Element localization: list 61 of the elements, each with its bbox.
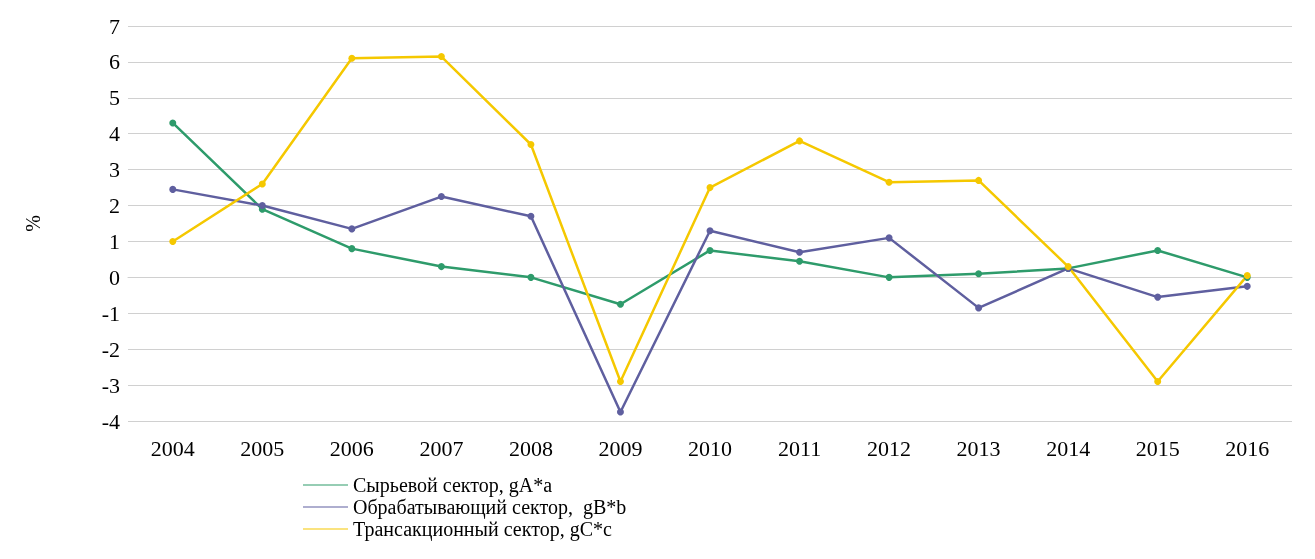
point (1243, 282, 1251, 290)
x-tick-label: 2009 (598, 435, 643, 461)
point (437, 263, 445, 271)
point (975, 270, 983, 278)
point (527, 273, 535, 281)
x-tick-label: 2013 (956, 435, 1001, 461)
y-tick-label: 6 (109, 49, 120, 75)
y-axis-title: % (22, 215, 44, 232)
x-tick-label: 2008 (508, 435, 553, 461)
x-tick-label: 2006 (329, 435, 374, 461)
point (706, 246, 714, 254)
x-tick-label: 2015 (1135, 435, 1180, 461)
y-tick-label: 4 (109, 121, 120, 147)
point (169, 185, 177, 193)
x-tick-label: 2010 (688, 435, 732, 461)
y-tick-label: 2 (109, 193, 120, 219)
point (975, 304, 983, 312)
y-tick-label: 3 (109, 157, 120, 183)
x-tick-label: 2007 (419, 435, 464, 461)
point (169, 119, 177, 127)
point (796, 137, 804, 145)
x-tick-label: 2014 (1046, 435, 1091, 461)
point (885, 273, 893, 281)
y-tick-label: 7 (109, 13, 120, 39)
point (527, 212, 535, 220)
point (975, 176, 983, 184)
x-tick-label: 2011 (777, 435, 822, 461)
point (348, 225, 356, 233)
point (258, 180, 266, 188)
x-tick-label: 2012 (867, 435, 912, 461)
point (885, 234, 893, 242)
point (706, 184, 714, 192)
point (616, 408, 624, 416)
point (437, 193, 445, 201)
point (796, 248, 804, 256)
x-tick-label: 2016 (1225, 435, 1270, 461)
point (437, 53, 445, 61)
legend-label: Сырьевой сектор, gA*a (353, 474, 553, 497)
x-tick-label: 2005 (240, 435, 285, 461)
y-tick-label: -2 (101, 336, 120, 362)
point (527, 141, 535, 148)
y-tick-label: -4 (101, 408, 120, 434)
point (796, 257, 804, 265)
legend-label: Трансакционный сектор, gC*c (353, 518, 612, 541)
point (348, 245, 356, 253)
point (616, 300, 624, 308)
point (169, 237, 177, 245)
y-tick-label: 0 (109, 264, 120, 290)
point (1154, 293, 1162, 301)
point (1154, 246, 1162, 254)
point (348, 54, 356, 62)
y-tick-label: -1 (101, 300, 120, 326)
x-tick-label: 2004 (150, 435, 195, 461)
point (706, 227, 714, 235)
point (1154, 378, 1162, 385)
point (616, 378, 624, 385)
point (885, 178, 893, 186)
y-tick-label: 5 (109, 85, 120, 111)
legend-label: Обрабатывающий сектор, gB*b (353, 496, 627, 519)
y-tick-label: -3 (101, 372, 120, 398)
y-tick-label: 1 (109, 228, 120, 254)
